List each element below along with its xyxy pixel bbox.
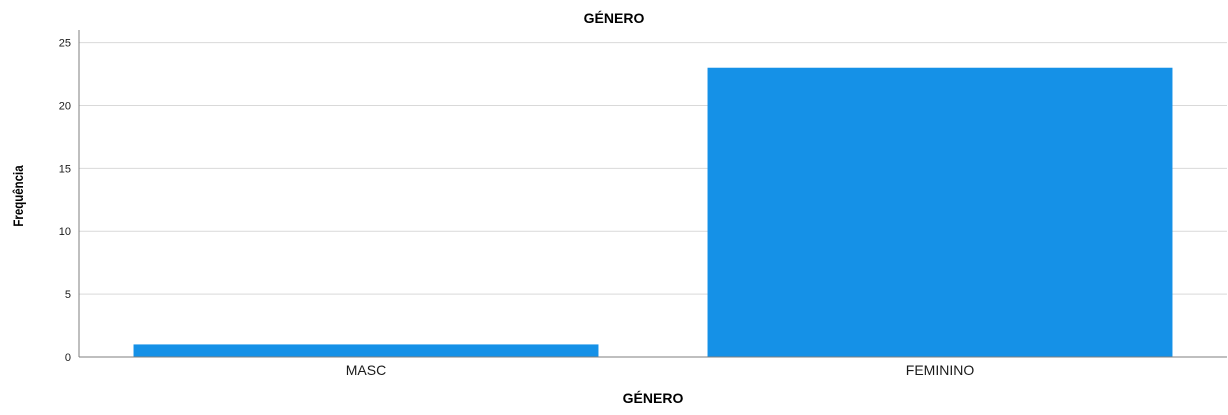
y-tick-label: 20: [59, 100, 71, 112]
axes: [78, 30, 1227, 358]
x-tick-labels: MASC FEMININO: [346, 362, 975, 378]
x-tick-label: MASC: [346, 362, 386, 378]
y-tick-label: 10: [59, 226, 71, 238]
bars: [133, 67, 1173, 357]
y-tick-label: 0: [65, 352, 71, 364]
y-tick-label: 25: [59, 38, 71, 50]
x-tick-label: FEMININO: [906, 362, 975, 378]
x-axis-label: GÉNERO: [623, 390, 684, 406]
chart-title: GÉNERO: [584, 10, 645, 26]
bar-feminino: [707, 67, 1173, 357]
y-axis-label: Frequência: [10, 165, 26, 227]
y-tick-label: 15: [59, 163, 71, 175]
bar-masc: [133, 344, 599, 357]
y-tick-labels: 0 5 10 15 20 25: [59, 38, 71, 364]
y-tick-label: 5: [65, 289, 71, 301]
